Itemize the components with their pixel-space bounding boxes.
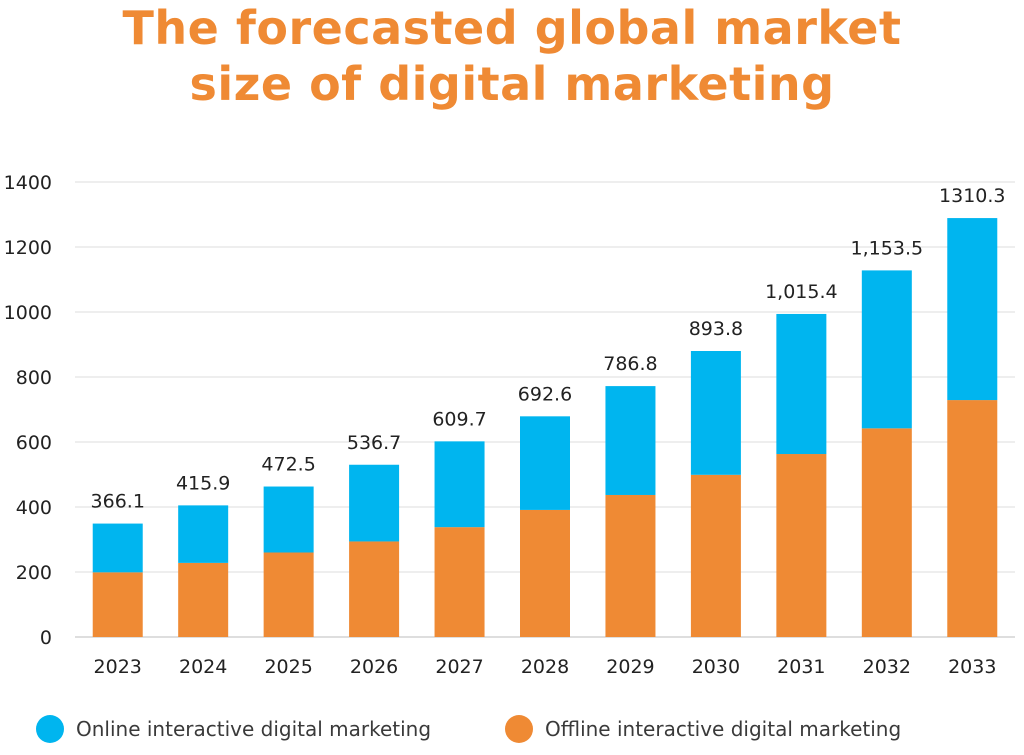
x-tick-label: 2032 [863, 656, 911, 678]
bar-online [690, 351, 741, 475]
x-tick-label: 2023 [94, 656, 142, 678]
legend-swatch-online [36, 715, 64, 743]
bar-offline [947, 400, 998, 637]
bar-offline [434, 527, 485, 637]
total-data-label: 893.8 [689, 318, 743, 340]
chart-title: The forecasted global market size of dig… [0, 0, 1024, 112]
bar-online [861, 270, 912, 429]
total-data-label: 472.5 [261, 454, 315, 476]
y-tick-label: 0 [40, 627, 52, 649]
y-tick-label: 1200 [4, 237, 52, 259]
legend: Online interactive digital marketing Off… [0, 715, 1024, 755]
bar-online [947, 218, 998, 401]
x-tick-label: 2027 [435, 656, 483, 678]
x-tick-label: 2031 [777, 656, 825, 678]
y-tick-label: 1000 [4, 302, 52, 324]
total-data-label: 1310.3 [939, 185, 1005, 207]
bar-offline [349, 541, 400, 637]
legend-swatch-offline [505, 715, 533, 743]
legend-item-online: Online interactive digital marketing [36, 715, 431, 743]
y-tick-label: 600 [16, 432, 52, 454]
x-tick-label: 2026 [350, 656, 398, 678]
chart-title-line2: size of digital marketing [189, 57, 835, 111]
stacked-bar-chart: 0 200 400 600 800 1000 1200 1400 366.1 2023 415.9 2… [4, 172, 1015, 678]
bar-online [520, 416, 570, 510]
bar-offline [263, 552, 314, 637]
bar-offline [178, 562, 229, 637]
total-data-label: 536.7 [347, 432, 401, 454]
legend-item-offline: Offline interactive digital marketing [505, 715, 901, 743]
x-tick-label: 2024 [179, 656, 227, 678]
x-tick-label: 2030 [692, 656, 740, 678]
bar-offline [92, 572, 143, 637]
bar-online [178, 505, 229, 563]
bar-online [434, 441, 485, 528]
total-data-label: 366.1 [91, 491, 145, 513]
total-data-label: 1,015.4 [765, 281, 838, 303]
bar-online [349, 464, 400, 542]
bar-online [605, 386, 656, 495]
total-data-label: 692.6 [518, 383, 572, 405]
bar-online [263, 486, 314, 553]
y-tick-label: 800 [16, 367, 52, 389]
y-tick-label: 1400 [4, 172, 52, 194]
legend-label-online: Online interactive digital marketing [76, 717, 432, 741]
bar-offline [605, 494, 656, 637]
bar-offline [861, 428, 912, 637]
y-tick-label: 400 [16, 497, 52, 519]
x-tick-label: 2025 [264, 656, 312, 678]
total-data-label: 609.7 [432, 408, 486, 430]
bar-offline [690, 474, 741, 637]
bar-offline [776, 454, 827, 637]
x-tick-label: 2033 [948, 656, 996, 678]
bar-online [776, 313, 827, 455]
x-tick-label: 2029 [606, 656, 654, 678]
chart-title-line1: The forecasted global market [122, 1, 902, 55]
total-data-label: 415.9 [176, 472, 230, 494]
total-data-label: 1,153.5 [851, 237, 924, 259]
y-tick-label: 200 [16, 562, 52, 584]
bar-online [92, 523, 143, 573]
x-tick-label: 2028 [521, 656, 569, 678]
total-data-label: 786.8 [603, 353, 657, 375]
legend-label-offline: Offline interactive digital marketing [545, 717, 902, 741]
bar-offline [520, 509, 570, 637]
